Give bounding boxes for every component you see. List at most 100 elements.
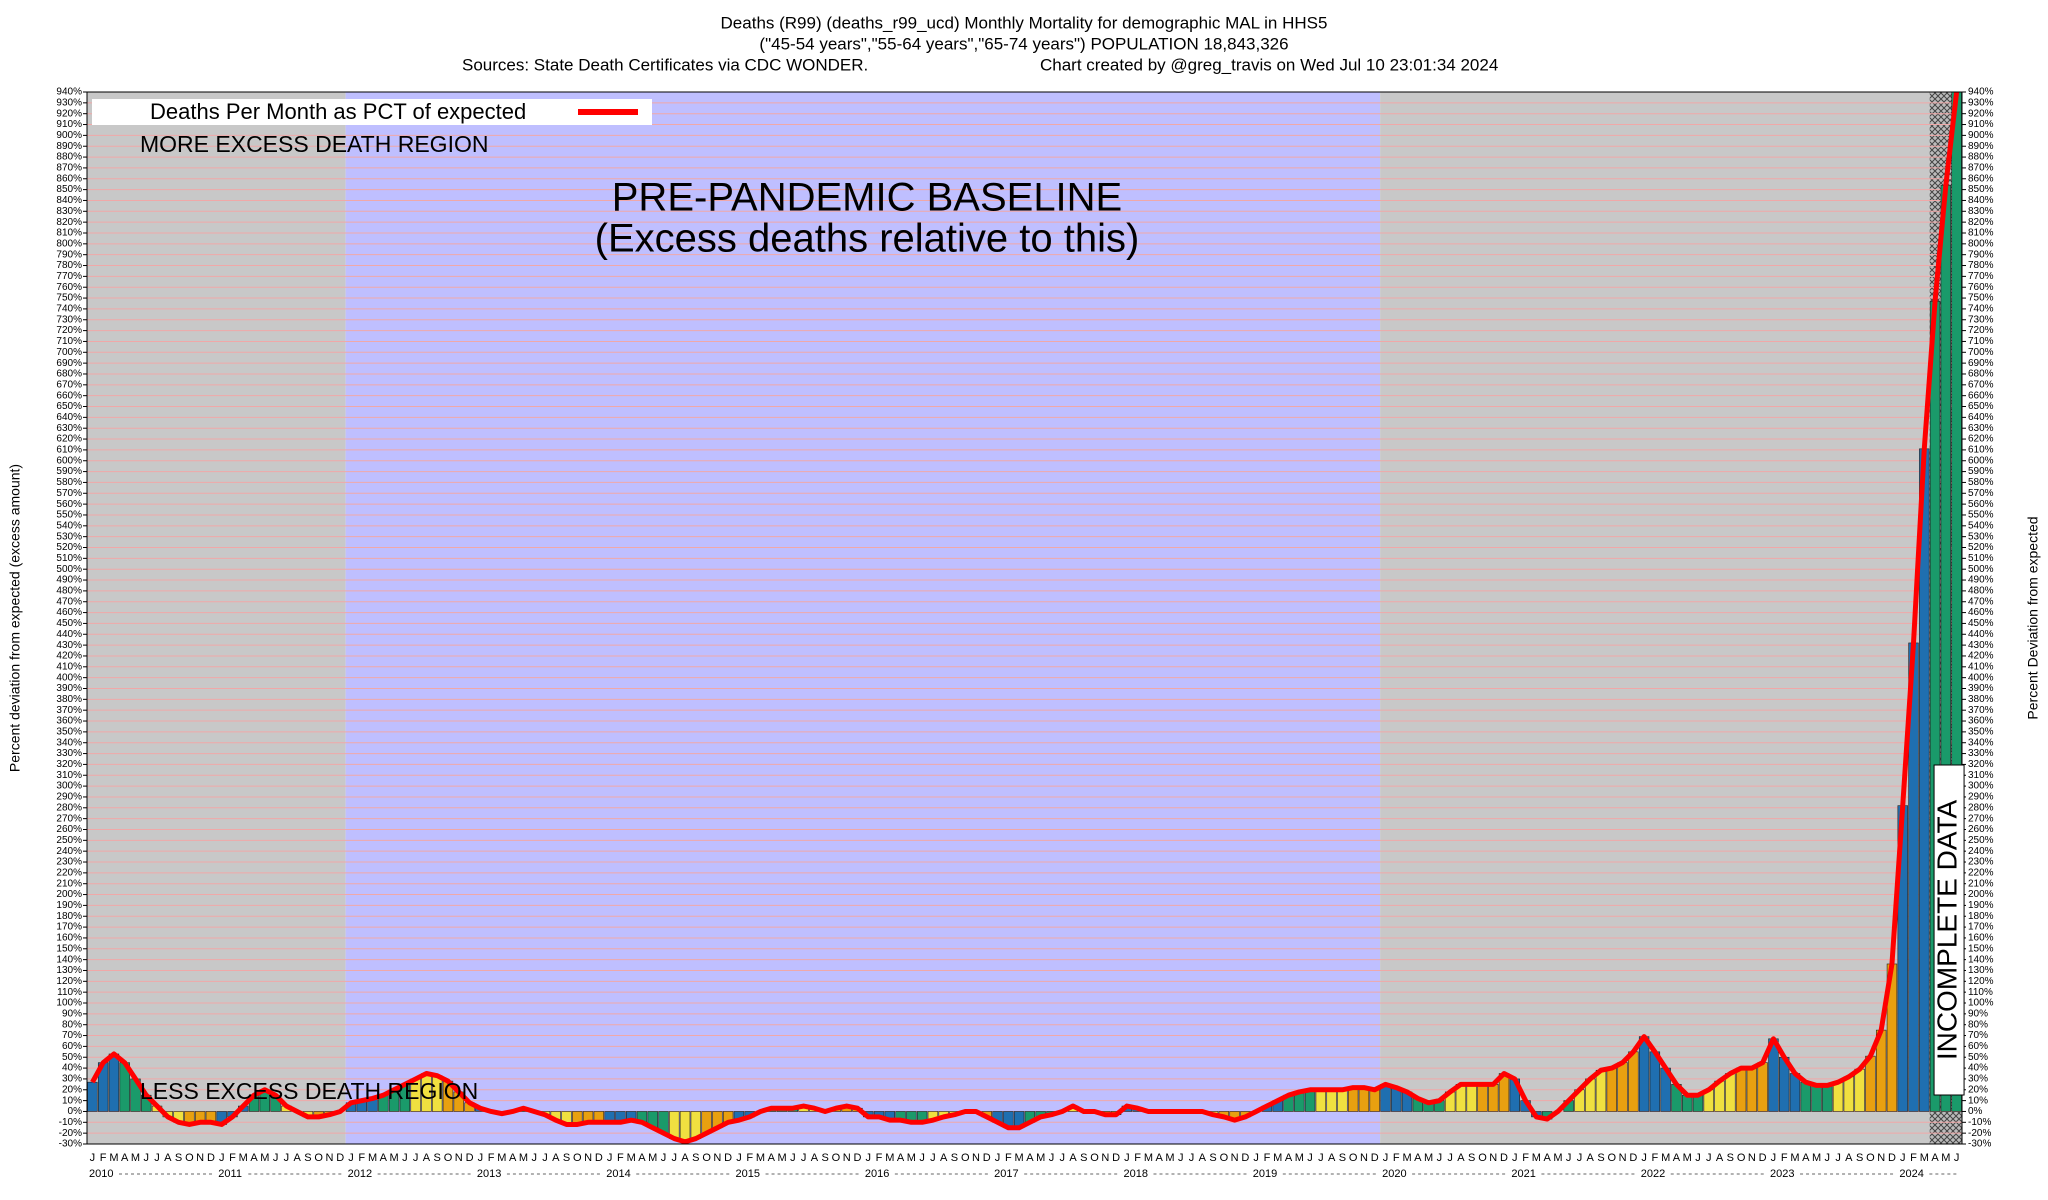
y-tick-label: 100% (56, 998, 82, 1009)
y-tick-label: 390% (56, 683, 82, 694)
y-tick-label: 270% (56, 813, 82, 824)
year-label: 2024 (1899, 1168, 1923, 1180)
y-tick-label: 60% (62, 1041, 82, 1052)
year-label: 2023 (1770, 1168, 1794, 1180)
x-tick-label: J (1641, 1152, 1647, 1164)
x-tick-label: N (1231, 1152, 1239, 1164)
y2-tick-label: 320% (1968, 759, 1994, 770)
y-tick-label: 890% (56, 141, 82, 152)
y2-tick-label: 100% (1968, 998, 1994, 1009)
y-tick-label: 180% (56, 911, 82, 922)
x-tick-label: O (444, 1152, 453, 1164)
y-tick-label: 280% (56, 802, 82, 813)
x-tick-label: M (885, 1152, 894, 1164)
y-tick-label: 610% (56, 445, 82, 456)
y-tick-label: 660% (56, 390, 82, 401)
y-tick-label: 520% (56, 542, 82, 553)
y2-tick-label: 930% (1968, 97, 1994, 108)
x-tick-label: J (736, 1152, 742, 1164)
y2-tick-label: 810% (1968, 228, 1994, 239)
x-tick-label: A (1069, 1152, 1077, 1164)
x-tick-label: S (304, 1152, 311, 1164)
bar (1854, 1068, 1865, 1112)
y2-tick-label: 30% (1968, 1074, 1988, 1085)
x-tick-label: F (746, 1152, 753, 1164)
y2-tick-label: 800% (1968, 238, 1994, 249)
x-tick-label: M (1273, 1152, 1282, 1164)
x-tick-label: D (1759, 1152, 1767, 1164)
y-tick-label: 260% (56, 824, 82, 835)
x-tick-label: N (1877, 1152, 1885, 1164)
x-tick-label: M (1941, 1152, 1950, 1164)
y2-tick-label: 450% (1968, 618, 1994, 629)
annotation-box (1933, 764, 1965, 1096)
x-tick-label: D (595, 1152, 603, 1164)
y2-tick-label: 700% (1968, 347, 1994, 358)
y-axis-label: Percent deviation from expected (excess … (7, 464, 23, 772)
x-tick-label: O (1090, 1152, 1099, 1164)
x-tick-label: D (1241, 1152, 1249, 1164)
y2-tick-label: 920% (1968, 108, 1994, 119)
y2-tick-label: 940% (1968, 87, 1994, 98)
x-tick-label: S (563, 1152, 570, 1164)
y-tick-label: 240% (56, 846, 82, 857)
y-tick-label: 930% (56, 97, 82, 108)
y-tick-label: 220% (56, 868, 82, 879)
y-tick-label: 490% (56, 575, 82, 586)
y-tick-label: 580% (56, 477, 82, 488)
title-line: ("45-54 years","55-64 years","65-74 year… (759, 34, 1288, 53)
x-tick-label: O (314, 1152, 323, 1164)
x-tick-label: J (144, 1152, 150, 1164)
x-tick-label: S (175, 1152, 182, 1164)
x-tick-label: A (1673, 1152, 1681, 1164)
y-tick-label: 820% (56, 217, 82, 228)
y-tick-label: 510% (56, 553, 82, 564)
y-tick-label: 170% (56, 922, 82, 933)
y2-tick-label: 710% (1968, 336, 1994, 347)
x-tick-label: J (1835, 1152, 1841, 1164)
x-tick-label: O (1608, 1152, 1617, 1164)
x-tick-label: D (724, 1152, 732, 1164)
y-tick-label: 360% (56, 716, 82, 727)
x-tick-label: D (983, 1152, 991, 1164)
y-tick-label: 470% (56, 596, 82, 607)
x-tick-label: M (131, 1152, 140, 1164)
y2-tick-label: 190% (1968, 900, 1994, 911)
year-label: 2021 (1511, 1168, 1535, 1180)
y-tick-label: 130% (56, 965, 82, 976)
x-tick-label: M (1144, 1152, 1153, 1164)
y-tick-label: 690% (56, 358, 82, 369)
x-tick-label: J (284, 1152, 290, 1164)
x-tick-label: F (876, 1152, 883, 1164)
y2-tick-label: 210% (1968, 878, 1994, 889)
x-tick-label: M (109, 1152, 118, 1164)
x-tick-label: J (1124, 1152, 1130, 1164)
bar (1800, 1081, 1811, 1112)
bar (87, 1081, 98, 1112)
bar (1347, 1087, 1359, 1112)
x-tick-label: D (207, 1152, 215, 1164)
y2-tick-label: 40% (1968, 1063, 1988, 1074)
y2-tick-label: 220% (1968, 868, 1994, 879)
x-tick-label: J (1253, 1152, 1259, 1164)
annotation: (Excess deaths relative to this) (595, 217, 1140, 261)
x-tick-label: O (1866, 1152, 1875, 1164)
y2-tick-label: 260% (1968, 824, 1994, 835)
x-tick-label: A (1543, 1152, 1551, 1164)
legend-label: Deaths Per Month as PCT of expected (150, 99, 526, 124)
year-label: 2010 (89, 1168, 113, 1180)
bar (1822, 1085, 1833, 1112)
y2-tick-label: 390% (1968, 683, 1994, 694)
bar (1466, 1084, 1477, 1112)
y-tick-label: 110% (57, 987, 82, 998)
y-tick-label: 340% (56, 737, 82, 748)
y2-tick-label: 520% (1968, 542, 1994, 553)
y2-tick-label: 660% (1968, 390, 1994, 401)
x-tick-label: O (832, 1152, 841, 1164)
x-tick-label: J (542, 1152, 548, 1164)
y2-tick-label: 420% (1968, 651, 1994, 662)
y-tick-label: 550% (56, 510, 82, 521)
x-tick-label: M (627, 1152, 636, 1164)
y-tick-label: 500% (56, 564, 82, 575)
y-tick-label: 200% (56, 889, 82, 900)
